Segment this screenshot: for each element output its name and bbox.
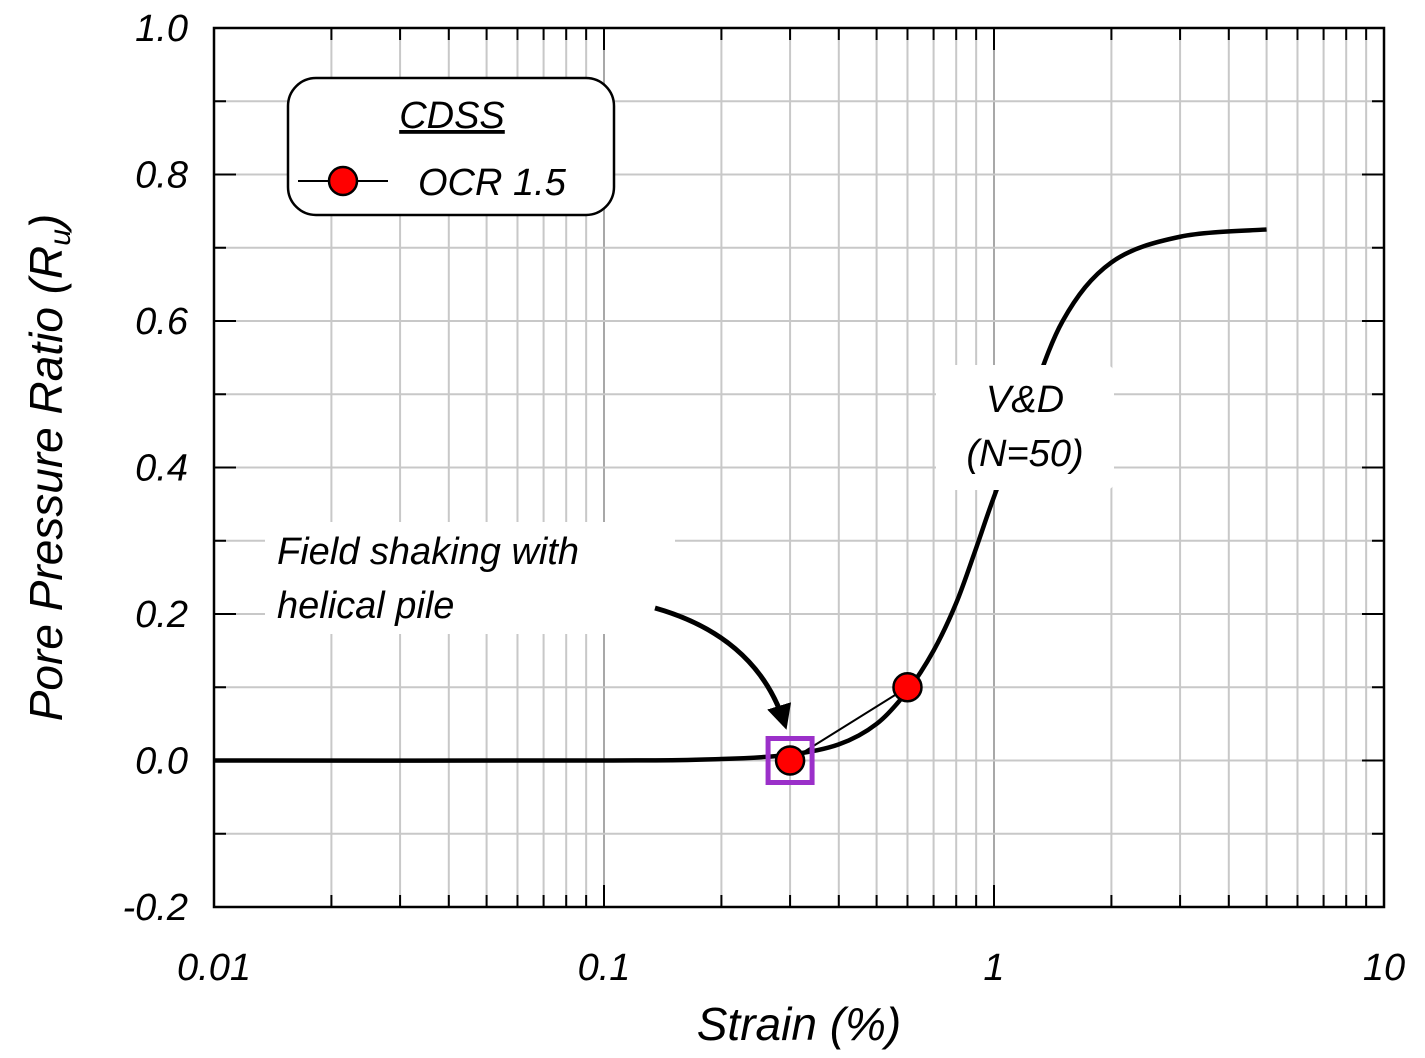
annotation-arrow bbox=[654, 605, 792, 730]
y-tick-label: -0.2 bbox=[123, 887, 188, 929]
y-tick-label: 1.0 bbox=[135, 8, 188, 50]
y-axis-title-close: ) bbox=[20, 214, 72, 234]
x-tick-label: 10 bbox=[1363, 947, 1405, 989]
x-tick-label: 1 bbox=[983, 947, 1004, 989]
data-point-ocr15-0 bbox=[774, 745, 806, 776]
legend-title: CDSS bbox=[399, 95, 505, 137]
y-tick-label: 0.8 bbox=[135, 155, 188, 197]
data-point-ocr15-1 bbox=[892, 672, 923, 703]
legend-entry-ocr15: OCR 1.5 bbox=[418, 162, 567, 204]
y-tick-label: 0.0 bbox=[135, 741, 188, 783]
x-tick-label: 0.01 bbox=[177, 947, 251, 989]
series-line-ocr15 bbox=[789, 686, 909, 762]
annotations: V&D (N=50) Field shaking with helical pile bbox=[265, 365, 1114, 785]
y-tick-label: 0.4 bbox=[135, 448, 188, 490]
x-tick-label: 0.1 bbox=[578, 947, 631, 989]
y-tick-label: 0.6 bbox=[135, 301, 189, 343]
series bbox=[213, 227, 1267, 776]
vd-label-line1: V&D bbox=[986, 379, 1064, 421]
axes: 0.01 0.1 1 10 -0.2 0.0 0.2 0.4 0.6 0.8 1.0 Strain (… bbox=[20, 8, 1405, 1050]
series-line-vd-n50 bbox=[213, 227, 1267, 763]
x-axis-title: Strain (%) bbox=[697, 998, 901, 1050]
y-axis-title-subscript: u bbox=[44, 229, 77, 246]
y-tick-label: 0.2 bbox=[135, 594, 188, 636]
y-axis-title: Pore Pressure Ratio (Ru) bbox=[20, 214, 77, 722]
y-axis-title-main: Pore Pressure Ratio (R bbox=[20, 246, 72, 722]
legend: CDSS OCR 1.5 bbox=[286, 76, 616, 217]
field-label-line2: helical pile bbox=[277, 585, 454, 627]
field-label-bg bbox=[265, 522, 675, 634]
vd-label-bg bbox=[936, 365, 1114, 490]
legend-marker-ocr15 bbox=[327, 165, 359, 197]
highlight-box bbox=[765, 736, 815, 785]
vd-label-line2: (N=50) bbox=[966, 433, 1083, 475]
field-label-line1: Field shaking with bbox=[277, 531, 579, 573]
